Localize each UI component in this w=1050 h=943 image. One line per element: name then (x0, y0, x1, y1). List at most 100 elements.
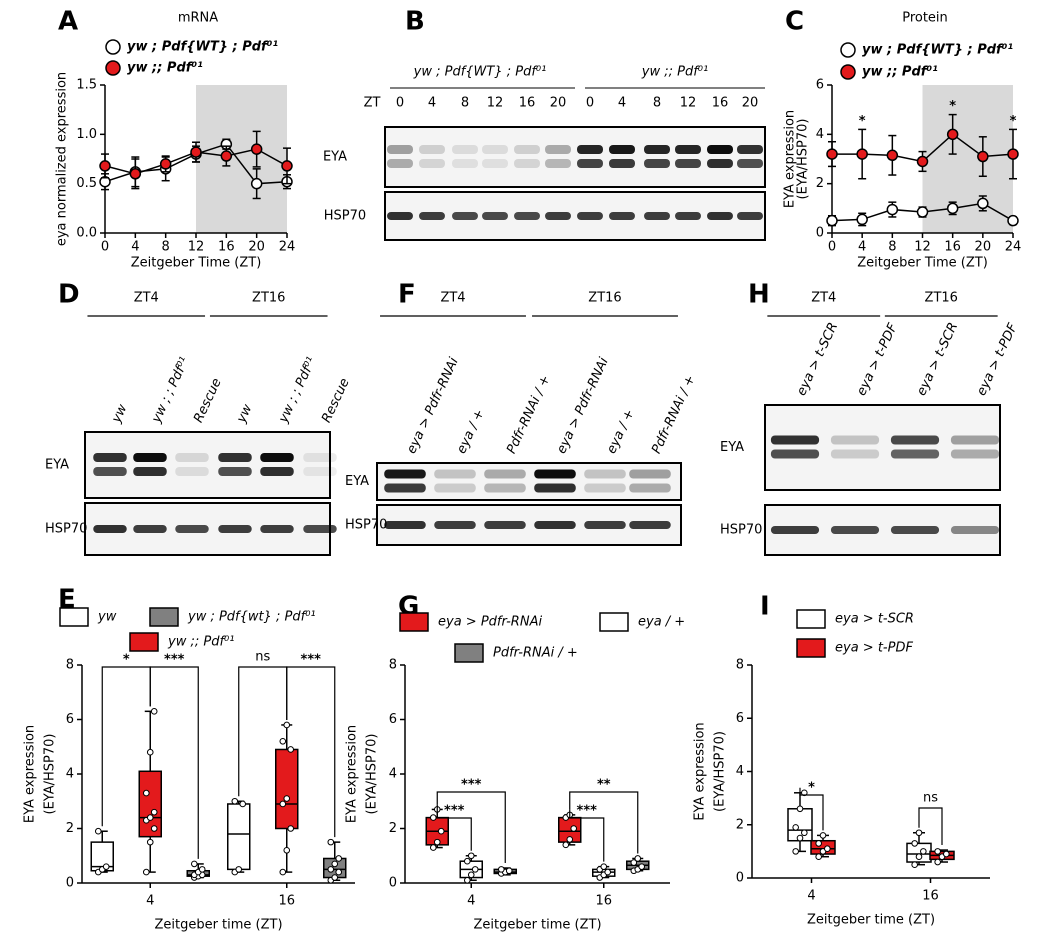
panel-letter: E (58, 585, 76, 615)
box (275, 748, 299, 830)
y-tick-label: 1.0 (76, 127, 97, 142)
data-point (792, 848, 799, 855)
legend-swatch (599, 612, 629, 632)
data-point (279, 738, 287, 745)
significance-bracket (569, 809, 605, 862)
lane-label: 12 (487, 96, 504, 111)
y-axis-label: (EYA/HSP70) (365, 734, 380, 815)
data-point (433, 838, 441, 846)
band (577, 145, 603, 154)
data-point (934, 858, 941, 866)
data-point (327, 866, 335, 873)
legend-label: eya > t-SCR (835, 612, 914, 627)
lane-label: 4 (618, 96, 626, 111)
band (629, 483, 671, 493)
data-point (335, 855, 343, 862)
band (218, 453, 252, 462)
significance-bracket (436, 804, 472, 851)
data-point (99, 160, 111, 172)
legend-label: eya / + (638, 615, 685, 630)
data-point (796, 805, 804, 813)
panel-letter: F (398, 280, 416, 310)
legend-marker (105, 60, 121, 76)
band (830, 526, 880, 534)
x-tick-label: 16 (944, 240, 961, 255)
band (133, 467, 167, 476)
data-point (634, 855, 642, 862)
band (770, 435, 820, 445)
legend-swatch (796, 638, 826, 658)
data-point (429, 844, 437, 851)
band (384, 469, 426, 479)
group-label: ZT4 (440, 291, 465, 306)
lane-label: 4 (428, 96, 436, 111)
lane-label: 20 (742, 96, 759, 111)
data-point (190, 146, 202, 158)
y-tick-label: 2 (389, 821, 397, 836)
data-point (281, 160, 293, 172)
data-point (886, 149, 899, 162)
y-tick-label: 6 (66, 712, 74, 727)
data-point (826, 148, 838, 160)
x-tick-label: 20 (248, 240, 265, 255)
band (609, 145, 635, 154)
band (175, 453, 209, 462)
legend-swatch (454, 643, 484, 663)
band (707, 212, 733, 220)
band (482, 159, 508, 168)
legend-swatch (149, 607, 179, 627)
data-point (505, 867, 513, 875)
y-tick-label: 0.0 (76, 226, 97, 241)
legend-label: Pdfr-RNAi / + (493, 646, 578, 661)
blot-frame (376, 462, 682, 501)
band (434, 521, 476, 529)
y-tick-label: 4 (389, 767, 397, 782)
data-point (1007, 214, 1019, 227)
row-label: EYA (720, 440, 744, 455)
band (434, 469, 476, 479)
panel-letter: B (405, 7, 425, 37)
data-point (920, 848, 927, 855)
y-tick-label: 8 (736, 658, 744, 673)
y-axis-label: (EYA/HSP70) (43, 734, 58, 815)
band (830, 435, 880, 445)
x-tick-label: 24 (279, 240, 296, 255)
x-tick-label: 16 (595, 894, 612, 909)
data-point (142, 868, 150, 876)
lane-label: 20 (550, 96, 567, 111)
legend-label: yw ;; Pdf⁰¹ (862, 65, 938, 80)
data-point (467, 871, 475, 879)
x-axis-label: Zeitgeber time (ZT) (473, 918, 601, 933)
row-label: HSP70 (720, 523, 762, 538)
data-point (327, 838, 335, 846)
band (303, 525, 337, 533)
data-point (198, 866, 206, 873)
band (93, 525, 127, 533)
data-point (283, 847, 291, 854)
annotation: * (1010, 114, 1017, 129)
legend-marker (840, 42, 856, 58)
y-tick-label: 6 (389, 712, 397, 727)
x-tick-label: 0 (828, 240, 836, 255)
significance-label: * (123, 653, 130, 668)
group-label: ZT16 (252, 291, 285, 306)
y-tick-label: 8 (389, 658, 397, 673)
band (303, 453, 337, 462)
data-point (911, 861, 918, 868)
lane-label: 8 (461, 96, 469, 111)
data-point (886, 203, 899, 216)
data-point (824, 845, 831, 853)
y-tick-label: 4 (66, 767, 74, 782)
lane-label: 16 (519, 96, 536, 111)
band (577, 159, 603, 168)
band (890, 449, 940, 459)
band (675, 212, 701, 220)
lane-label: 0 (586, 96, 594, 111)
legend-marker (840, 64, 856, 80)
lane-label: yw (234, 402, 256, 426)
x-tick-label: 24 (1005, 240, 1022, 255)
band (950, 526, 1000, 534)
significance-label: ** (597, 778, 611, 793)
legend-swatch (399, 612, 429, 632)
lane-label: eya > Pdfr-RNAi (404, 355, 462, 456)
